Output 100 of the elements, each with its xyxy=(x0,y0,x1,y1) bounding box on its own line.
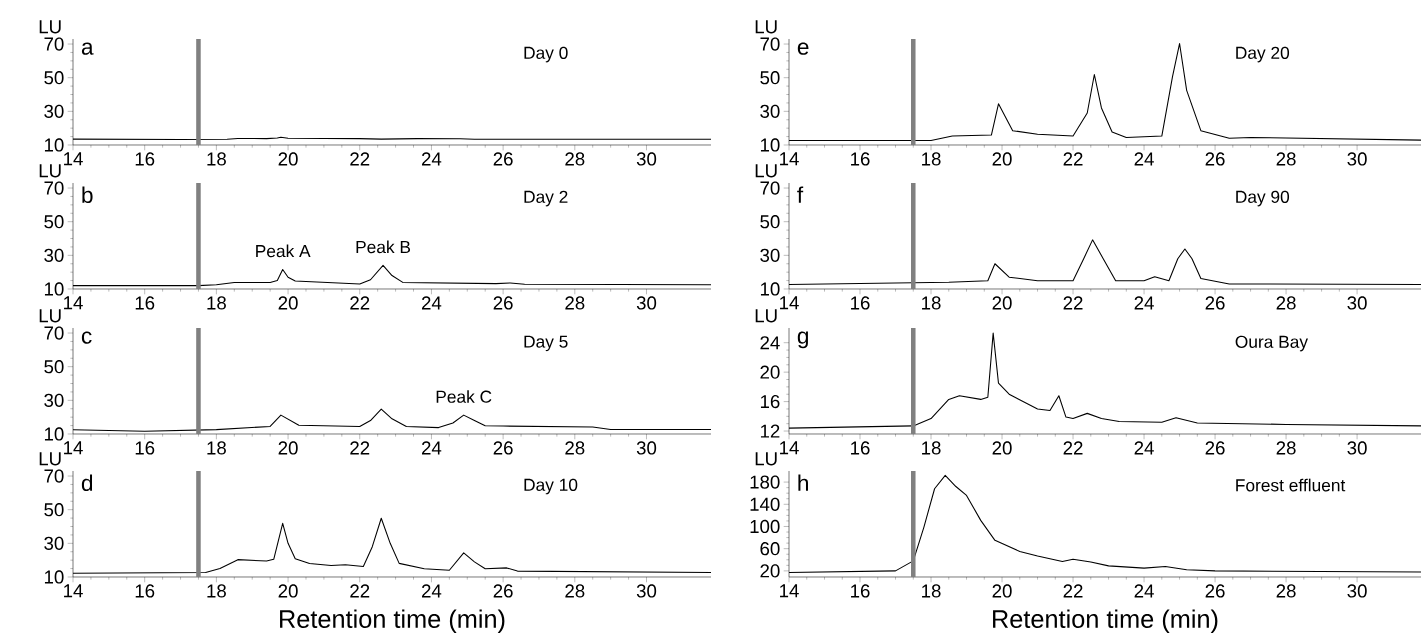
x-tick-label: 30 xyxy=(636,584,657,598)
x-tick-label: 16 xyxy=(851,296,870,310)
x-tick-label: 14 xyxy=(780,152,799,166)
x-tick-label: 18 xyxy=(207,441,226,455)
x-tick-label: 28 xyxy=(565,296,585,310)
x-tick-label: 20 xyxy=(278,584,298,598)
x-tick-label: 22 xyxy=(350,152,370,166)
x-tick-label: 20 xyxy=(992,152,1012,166)
annotation: Day 2 xyxy=(524,190,568,207)
annotation: e xyxy=(797,42,809,55)
x-tick-label: 24 xyxy=(421,441,442,455)
x-tick-label: 16 xyxy=(135,152,155,166)
x-tick-label: 16 xyxy=(135,296,155,310)
x-tick-label: 28 xyxy=(565,152,585,166)
x-tick-label: 26 xyxy=(493,296,513,310)
y-tick-label: 30 xyxy=(44,536,64,550)
y-tick-label: 10 xyxy=(760,282,780,296)
x-tick-label: 20 xyxy=(992,441,1012,455)
y-tick-label: 70 xyxy=(44,37,64,51)
x-tick-label: 18 xyxy=(207,296,226,310)
x-tick-label: 14 xyxy=(64,152,83,166)
y-axis-title: LU xyxy=(39,20,61,34)
x-tick-label: 30 xyxy=(636,441,657,455)
y-tick-label: 50 xyxy=(44,71,64,85)
x-tick-label: 22 xyxy=(1063,152,1083,166)
x-tick-label: 28 xyxy=(1276,584,1296,598)
x-tick-label: 30 xyxy=(1347,584,1367,598)
x-tick-label: 28 xyxy=(565,584,585,598)
x-tick-label: 22 xyxy=(350,584,370,598)
y-tick-label: 100 xyxy=(750,519,780,534)
x-tick-label: 18 xyxy=(922,152,941,166)
y-axis-title: LU xyxy=(755,309,777,323)
annotation: Day 20 xyxy=(1236,46,1290,63)
x-tick-label: 14 xyxy=(780,441,799,455)
y-tick-label: 60 xyxy=(760,542,780,556)
y-tick-label: 50 xyxy=(760,71,780,85)
annotation: Day 10 xyxy=(524,478,578,495)
x-tick-label: 28 xyxy=(1276,152,1296,166)
y-tick-label: 30 xyxy=(760,248,780,262)
y-tick-label: 30 xyxy=(44,248,64,262)
annotation: Day 0 xyxy=(524,46,568,63)
x-tick-label: 26 xyxy=(493,152,513,166)
annotation: Peak B xyxy=(356,240,411,254)
x-tick-label: 16 xyxy=(851,584,870,598)
y-axis-title: LU xyxy=(39,452,61,466)
x-tick-label: 22 xyxy=(350,296,370,310)
annotation: f xyxy=(797,186,804,203)
y-tick-label: 180 xyxy=(750,475,780,489)
y-tick-label: 50 xyxy=(44,215,64,229)
y-axis-title: LU xyxy=(755,164,777,178)
x-tick-label: 20 xyxy=(278,296,298,310)
x-tick-label: 26 xyxy=(1205,152,1225,166)
x-tick-label: 16 xyxy=(135,584,155,598)
y-tick-label: 10 xyxy=(44,138,64,152)
x-tick-label: 24 xyxy=(1134,584,1154,598)
x-tick-label: 28 xyxy=(1276,441,1296,455)
x-tick-label: 22 xyxy=(350,441,370,455)
annotation: g xyxy=(797,331,808,349)
x-tick-label: 18 xyxy=(207,152,226,166)
x-tick-label: 26 xyxy=(493,441,513,455)
x-tick-label: 18 xyxy=(922,584,941,598)
y-tick-label: 10 xyxy=(44,570,64,584)
annotation: h xyxy=(798,474,808,491)
annotation: c xyxy=(81,331,92,344)
y-tick-label: 30 xyxy=(760,104,780,118)
annotation: a xyxy=(81,42,94,55)
y-tick-label: 10 xyxy=(760,138,780,152)
x-tick-label: 26 xyxy=(1205,441,1225,455)
x-tick-label: 14 xyxy=(780,296,799,310)
x-tick-label: 26 xyxy=(1205,584,1225,598)
y-tick-label: 30 xyxy=(44,393,64,407)
y-axis-title: LU xyxy=(39,164,61,178)
x-tick-label: 30 xyxy=(1347,441,1367,455)
x-tick-label: 30 xyxy=(636,152,657,166)
y-tick-label: 50 xyxy=(760,215,780,229)
x-tick-label: 26 xyxy=(493,584,513,598)
annotation: Day 5 xyxy=(524,335,568,352)
y-tick-label: 70 xyxy=(44,326,64,340)
x-tick-label: 22 xyxy=(1063,584,1083,598)
y-axis-title: LU xyxy=(39,309,61,323)
x-tick-label: 22 xyxy=(1063,441,1083,455)
x-tick-label: 28 xyxy=(565,441,585,455)
x-tick-label: 20 xyxy=(992,296,1012,310)
y-tick-label: 12 xyxy=(760,424,780,438)
x-tick-label: 30 xyxy=(1347,296,1367,310)
x-tick-label: 14 xyxy=(64,441,83,455)
x-tick-label: 16 xyxy=(135,441,155,455)
annotation: Oura Bay xyxy=(1235,335,1308,352)
y-tick-label: 70 xyxy=(44,469,64,483)
x-tick-label: 18 xyxy=(922,441,941,455)
x-tick-label: 24 xyxy=(1134,296,1154,310)
x-tick-label: 14 xyxy=(780,584,799,598)
y-axis-title: LU xyxy=(755,452,777,466)
y-tick-label: 70 xyxy=(760,181,780,195)
x-axis-title: Retention time (min) xyxy=(993,609,1218,634)
y-tick-label: 20 xyxy=(760,564,780,578)
x-tick-label: 24 xyxy=(1134,152,1154,166)
x-tick-label: 14 xyxy=(64,296,83,310)
x-tick-label: 18 xyxy=(207,584,226,598)
x-tick-label: 24 xyxy=(421,296,442,310)
